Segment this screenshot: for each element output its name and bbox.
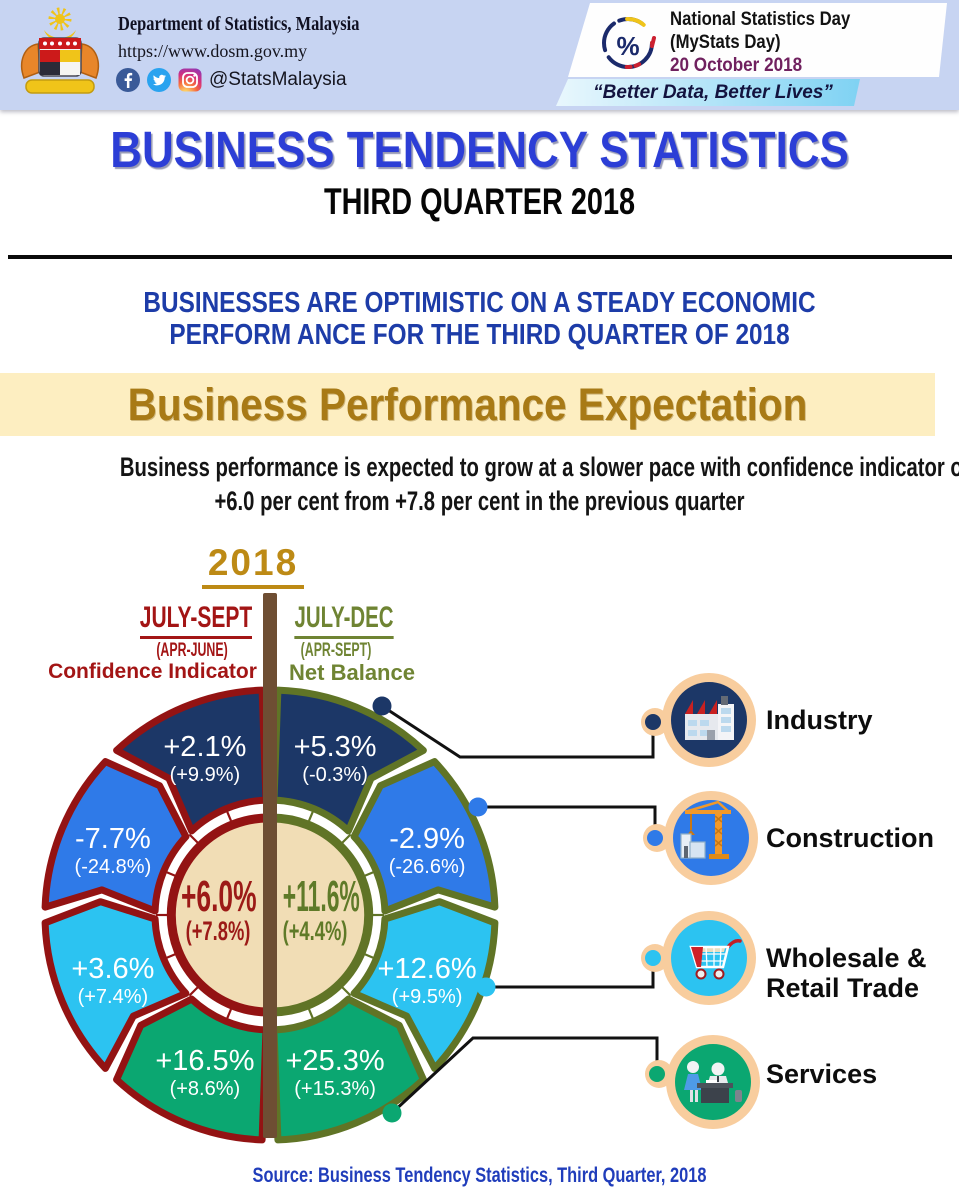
- industry-badge: [641, 673, 756, 767]
- event-panel: [556, 3, 947, 106]
- svg-text:%: %: [616, 31, 639, 61]
- center-prev-left: (+7.8%): [185, 916, 251, 946]
- year-label: 2018: [202, 542, 304, 589]
- event-panel-white: [568, 3, 947, 77]
- facebook-icon[interactable]: [116, 68, 140, 92]
- left-measure-label: Confidence Indicator: [48, 660, 257, 683]
- section-banner: [0, 373, 935, 436]
- services-badge: [645, 1035, 760, 1129]
- segment-prev-value: (+9.5%): [392, 986, 463, 1008]
- business-expectation-donut-chart: +2.1%(+9.9%) +5.3%(-0.3%) -7.7%(-24.8%) -2.…: [41, 593, 760, 1144]
- source-note: Source: Business Tendency Statistics, Th…: [252, 1164, 707, 1187]
- left-prev-period: (APR-JUNE): [156, 640, 228, 661]
- segment-value: -7.7%: [75, 823, 151, 855]
- twitter-icon[interactable]: [147, 68, 171, 92]
- sector-label-services: Services: [766, 1059, 878, 1089]
- segment-value: +3.6%: [71, 953, 154, 985]
- donut-segment: [41, 758, 190, 915]
- industry-dot: [645, 714, 661, 730]
- headline-line2: PERFORM ANCE FOR THE THIRD QUARTER OF 20…: [169, 319, 790, 351]
- left-period-header: JULY-SEPT: [126, 601, 266, 639]
- segment-value: +5.3%: [294, 731, 377, 763]
- construction-dot: [647, 830, 663, 846]
- factory-icon: [685, 696, 734, 740]
- event-slogan-band: [556, 79, 860, 106]
- donut-segment: [41, 898, 190, 1072]
- social-row: @StatsMalaysia: [116, 68, 347, 92]
- event-name-line2: (MyStats Day): [670, 32, 781, 53]
- event-slogan: “Better Data, Better Lives”: [593, 82, 833, 103]
- segment-value: -2.9%: [389, 823, 465, 855]
- callout-line: [380, 704, 655, 759]
- donut-segment: [113, 686, 270, 835]
- org-website-link[interactable]: https://www.dosm.gov.my: [118, 41, 308, 61]
- page-title: BUSINESS TENDENCY STATISTICS: [110, 121, 849, 178]
- segment-prev-value: (-24.8%): [75, 856, 152, 878]
- center-prev-right: (+4.4%): [282, 916, 348, 946]
- segment-value: +25.3%: [286, 1045, 385, 1077]
- org-name: Department of Statistics, Malaysia: [118, 13, 360, 35]
- segment-prev-value: (-26.6%): [389, 856, 466, 878]
- right-measure-label: Net Balance: [289, 660, 415, 685]
- right-prev-period: (APR-SEPT): [300, 640, 372, 661]
- malaysia-coat-of-arms-icon: [20, 7, 100, 94]
- center-value-right: +11.6%: [282, 872, 360, 921]
- shopping-cart-icon: [689, 939, 742, 980]
- summary-line2: +6.0 per cent from +7.8 per cent in the …: [214, 486, 745, 516]
- mystats-day-logo-icon: %: [602, 17, 656, 69]
- donut-segment: [113, 995, 270, 1144]
- sector-label-construction: Construction: [766, 823, 934, 853]
- divider-rule: [8, 255, 952, 259]
- segment-prev-value: (+8.6%): [170, 1078, 241, 1100]
- segment-prev-value: (+15.3%): [294, 1078, 376, 1100]
- callout-line: [390, 1036, 659, 1115]
- segment-prev-value: (+9.9%): [170, 764, 241, 786]
- callout-line: [476, 805, 657, 840]
- headline: BUSINESSES ARE OPTIMISTIC ON A STEADY EC…: [77, 287, 883, 351]
- event-date: 20 October 2018: [670, 55, 803, 76]
- segment-value: +16.5%: [155, 1045, 254, 1077]
- construction-badge: [643, 791, 758, 885]
- callout-dot: [382, 1103, 402, 1123]
- year-divider-bar: [263, 593, 277, 1138]
- page-subtitle: THIRD QUARTER 2018: [323, 181, 636, 222]
- social-handle[interactable]: @StatsMalaysia: [209, 69, 347, 90]
- sector-label-wholesale-retail: Wholesale & Retail Trade: [766, 943, 927, 1003]
- services-dot: [649, 1066, 665, 1082]
- crane-icon: [680, 800, 731, 859]
- summary-text: Business performance is expected to grow…: [119, 450, 959, 518]
- segment-value: +12.6%: [378, 953, 477, 985]
- callout-dot: [372, 696, 392, 716]
- event-name-line1: National Statistics Day: [670, 9, 851, 30]
- callout-dot: [476, 977, 496, 997]
- donut-layer: +2.1%(+9.9%) +5.3%(-0.3%) -7.7%(-24.8%) -2.…: [41, 593, 659, 1144]
- headline-line1: BUSINESSES ARE OPTIMISTIC ON A STEADY EC…: [143, 287, 816, 319]
- wholesale-dot: [645, 950, 661, 966]
- instagram-icon[interactable]: [178, 68, 202, 92]
- donut-segment: [270, 686, 427, 835]
- segment-prev-value: (-0.3%): [302, 764, 368, 786]
- segment-value: +2.1%: [163, 731, 246, 763]
- callout-dot: [468, 797, 488, 817]
- segment-prev-value: (+7.4%): [78, 986, 149, 1008]
- donut-segment: [350, 898, 499, 1072]
- section-title: Business Performance Expectation: [127, 379, 808, 430]
- services-people-icon: [684, 1061, 742, 1103]
- sector-label-industry: Industry: [766, 705, 873, 735]
- donut-segment: [350, 758, 499, 915]
- summary-line1: Business performance is expected to grow…: [119, 452, 959, 482]
- right-period-header: JULY-DEC: [276, 601, 412, 639]
- callout-line: [484, 956, 655, 989]
- wholesale-badge: [641, 911, 756, 1005]
- center-value-left: +6.0%: [181, 872, 257, 921]
